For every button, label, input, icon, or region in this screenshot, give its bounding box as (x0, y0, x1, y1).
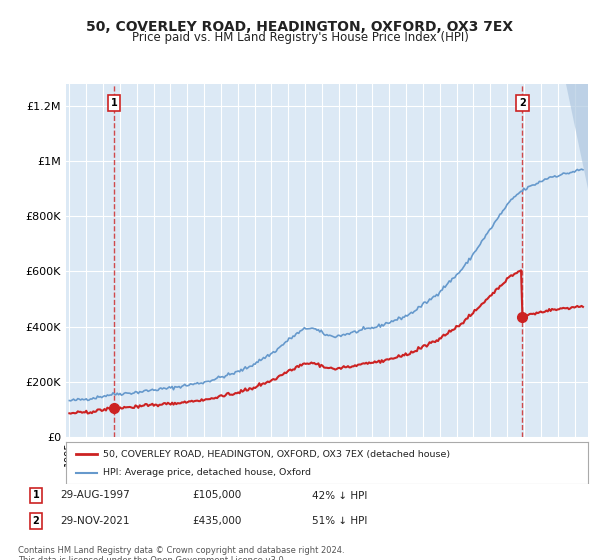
Text: Price paid vs. HM Land Registry's House Price Index (HPI): Price paid vs. HM Land Registry's House … (131, 31, 469, 44)
Text: 1: 1 (32, 491, 40, 501)
Text: 29-NOV-2021: 29-NOV-2021 (60, 516, 130, 526)
Text: 2: 2 (519, 99, 526, 108)
Text: 42% ↓ HPI: 42% ↓ HPI (312, 491, 367, 501)
Text: £435,000: £435,000 (192, 516, 241, 526)
Text: HPI: Average price, detached house, Oxford: HPI: Average price, detached house, Oxfo… (103, 468, 311, 477)
Text: 50, COVERLEY ROAD, HEADINGTON, OXFORD, OX3 7EX (detached house): 50, COVERLEY ROAD, HEADINGTON, OXFORD, O… (103, 450, 449, 459)
Text: 1: 1 (110, 99, 118, 108)
Text: 29-AUG-1997: 29-AUG-1997 (60, 491, 130, 501)
Text: 50, COVERLEY ROAD, HEADINGTON, OXFORD, OX3 7EX: 50, COVERLEY ROAD, HEADINGTON, OXFORD, O… (86, 20, 514, 34)
Polygon shape (566, 84, 588, 189)
Text: £105,000: £105,000 (192, 491, 241, 501)
Text: 51% ↓ HPI: 51% ↓ HPI (312, 516, 367, 526)
Text: 2: 2 (32, 516, 40, 526)
Text: Contains HM Land Registry data © Crown copyright and database right 2024.
This d: Contains HM Land Registry data © Crown c… (18, 546, 344, 560)
